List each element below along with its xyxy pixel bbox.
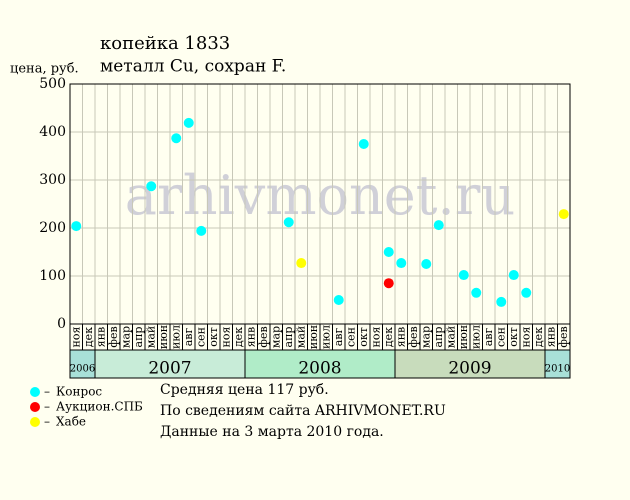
x-tick-label: июн [157, 325, 170, 349]
point [521, 287, 532, 298]
year-label: 2008 [298, 359, 341, 379]
x-tick-label: май [294, 326, 307, 348]
point [71, 221, 82, 232]
point [146, 181, 157, 192]
point [171, 133, 182, 144]
x-tick-label: фев [557, 326, 570, 347]
legend-label: Аукцион.СПБ [56, 400, 143, 414]
year-label: 2010 [545, 364, 570, 375]
x-tick-label: дек [232, 327, 245, 347]
note: Средняя цена 117 руб. [160, 382, 329, 398]
point [183, 117, 194, 128]
point [458, 270, 469, 281]
x-tick-label: мар [269, 326, 282, 348]
x-tick-label: мар [419, 326, 432, 348]
x-tick-label: окт [357, 327, 370, 347]
y-tick-label: 300 [39, 172, 66, 188]
x-tick-label: май [444, 326, 457, 348]
point [433, 220, 444, 231]
month-cell [557, 323, 571, 351]
x-tick-label: дек [82, 327, 95, 347]
legend-marker [30, 417, 40, 427]
legend-marker [30, 387, 40, 397]
x-tick-label: май [144, 326, 157, 348]
x-tick-label: июл [169, 325, 182, 349]
x-tick-label: сен [344, 327, 357, 347]
x-tick-label: янв [244, 327, 257, 347]
point [358, 139, 369, 149]
x-tick-label: июл [319, 325, 332, 349]
x-tick-label: янв [394, 327, 407, 347]
point [383, 247, 394, 257]
year-cell [544, 349, 571, 379]
x-tick-label: июн [307, 325, 320, 349]
point [396, 258, 407, 269]
x-tick-label: ноя [519, 326, 532, 347]
legend-marker [30, 402, 40, 412]
x-tick-label: авг [482, 328, 495, 347]
legend-label: Хабе [56, 415, 86, 429]
x-tick-label: авг [182, 328, 195, 347]
x-tick-label: апр [282, 327, 295, 348]
x-tick-label: янв [544, 327, 557, 347]
legend-dash: – [44, 400, 50, 414]
year-label: 2009 [448, 359, 491, 379]
legend-dash: – [44, 415, 50, 429]
point [558, 209, 569, 220]
point [383, 278, 394, 289]
x-tick-label: фев [257, 326, 270, 347]
x-tick-label: сен [494, 327, 507, 347]
x-tick-label: окт [207, 327, 220, 347]
x-tick-label: ноя [69, 326, 82, 347]
x-tick-label: июл [469, 325, 482, 349]
year-label: 2006 [70, 364, 95, 375]
point [496, 296, 507, 307]
x-tick-label: мар [119, 326, 132, 348]
legend-label: Конрос [56, 385, 102, 399]
x-tick-label: ноя [369, 326, 382, 347]
x-tick-label: июн [457, 325, 470, 349]
point [508, 270, 519, 281]
point [296, 258, 307, 269]
x-tick-label: фев [107, 326, 120, 347]
x-tick-label: апр [132, 327, 145, 348]
y-tick-label: 400 [39, 124, 66, 140]
point [283, 217, 294, 228]
x-tick-label: сен [194, 327, 207, 347]
x-tick-label: окт [507, 327, 520, 347]
x-tick-label: апр [432, 327, 445, 348]
x-tick-label: фев [407, 326, 420, 347]
chart-subtitle: металл Cu, сохран F. [100, 57, 286, 77]
x-tick-label: ноя [219, 326, 232, 347]
legend-dash: – [44, 385, 50, 399]
note: Данные на 3 марта 2010 года. [160, 424, 384, 440]
x-tick-label: янв [94, 327, 107, 347]
y-tick-label: 200 [39, 220, 66, 236]
year-cell [94, 349, 246, 379]
year-label: 2007 [148, 359, 191, 379]
year-cell [244, 349, 396, 379]
chart-title: копейка 1833 [100, 33, 230, 54]
y-tick-label: 500 [39, 76, 66, 92]
point [196, 225, 207, 236]
y-tick-label: 0 [57, 316, 66, 332]
x-tick-label: дек [382, 327, 395, 347]
note: По сведениям сайта ARHIVMONET.RU [160, 403, 446, 419]
point [471, 287, 482, 298]
point [421, 259, 432, 269]
point [333, 295, 344, 305]
y-tick-label: 100 [39, 268, 66, 284]
y-axis-label: цена, руб. [10, 62, 79, 77]
x-tick-label: дек [532, 327, 545, 347]
x-tick-label: авг [332, 328, 345, 347]
